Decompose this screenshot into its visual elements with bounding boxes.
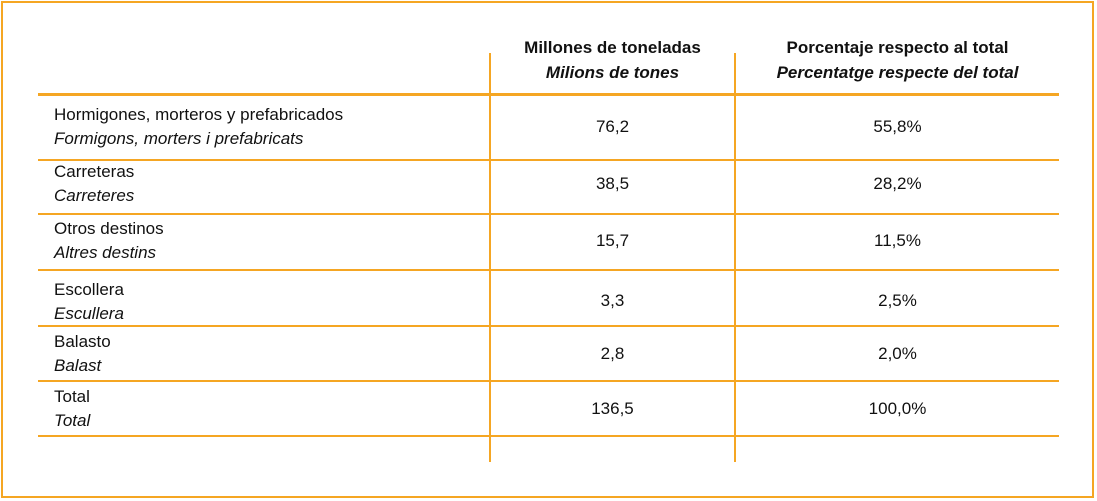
header-tons-label: Millones de toneladas [524, 38, 701, 57]
row-tons-value: 76,2 [595, 117, 630, 136]
column-divider-1 [489, 53, 491, 462]
table-row-label: Hormigones, morteros y prefabricados For… [54, 103, 343, 151]
table-row-label: Otros destinos Altres destins [54, 217, 164, 265]
total-tons-value: 136,5 [591, 399, 634, 418]
row-label-alt: Balast [54, 356, 102, 375]
row-percentage-value: 55,8% [873, 117, 922, 136]
row-divider [38, 213, 1059, 215]
row-label-alt: Escullera [54, 304, 124, 323]
row-label-alt: Total [54, 411, 91, 430]
column-divider-2 [734, 53, 736, 462]
total-percentage-value: 100,0% [868, 399, 927, 418]
row-percentage-value: 2,5% [878, 291, 917, 310]
table-row-label: Balasto Balast [54, 330, 111, 378]
header-percentage-label: Porcentaje respecto al total [786, 38, 1009, 57]
row-divider [38, 159, 1059, 161]
row-divider [38, 325, 1059, 327]
row-label-main: Otros destinos [54, 219, 164, 238]
row-label-main: Balasto [54, 332, 111, 351]
row-percentage-value: 11,5% [874, 231, 921, 250]
row-label-alt: Formigons, morters i prefabricats [54, 129, 304, 148]
row-divider [38, 380, 1059, 382]
header-rule [38, 93, 1059, 96]
table-row-label: Escollera Escullera [54, 278, 124, 326]
table-row-total-label: Total Total [54, 385, 90, 433]
header-tons-label-alt: Milions de tones [545, 63, 680, 82]
row-divider [38, 435, 1059, 437]
row-percentage-value: 2,0% [878, 344, 917, 363]
row-label-main: Hormigones, morteros y prefabricados [54, 105, 344, 124]
row-label-main: Total [54, 387, 90, 406]
row-tons-value: 38,5 [595, 174, 630, 193]
header-percentage-label-alt: Percentatge respecte del total [776, 63, 1019, 82]
row-percentage-value: 28,2% [873, 174, 922, 193]
table-row-label: Carreteras Carreteres [54, 160, 134, 208]
header-percentage: Porcentaje respecto al total Percentatge… [736, 35, 1059, 85]
header-tons: Millones de toneladas Milions de tones [491, 35, 734, 85]
row-divider [38, 269, 1059, 271]
row-label-main: Escollera [54, 280, 124, 299]
row-label-alt: Carreteres [54, 186, 135, 205]
row-tons-value: 3,3 [600, 291, 625, 310]
row-label-main: Carreteras [54, 162, 135, 181]
row-label-alt: Altres destins [54, 243, 157, 262]
row-tons-value: 15,7 [595, 231, 630, 250]
row-tons-value: 2,8 [600, 344, 625, 363]
